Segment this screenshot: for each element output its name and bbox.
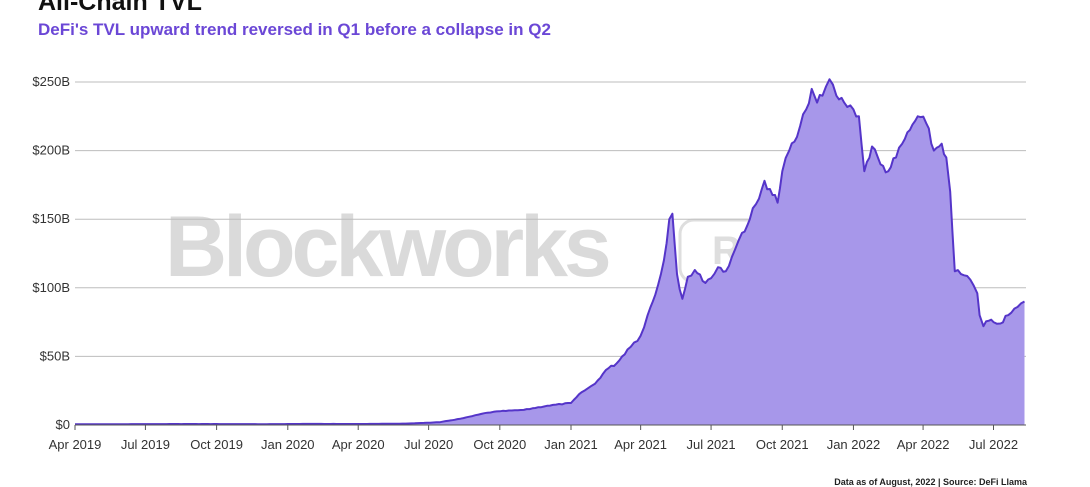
x-tick-label: Apr 2022 bbox=[897, 437, 950, 452]
x-tick-label: Oct 2020 bbox=[473, 437, 526, 452]
chart-subtitle: DeFi's TVL upward trend reversed in Q1 b… bbox=[38, 20, 551, 39]
y-tick-label: $100B bbox=[32, 280, 70, 295]
x-tick-label: Apr 2019 bbox=[49, 437, 102, 452]
chart-title: All-Chain TVL bbox=[38, 0, 202, 16]
y-tick-label: $0 bbox=[56, 417, 70, 432]
y-tick-label: $250B bbox=[32, 74, 70, 89]
x-tick-label: Jan 2022 bbox=[827, 437, 881, 452]
x-tick-label: Jul 2019 bbox=[121, 437, 170, 452]
x-tick-label: Jan 2020 bbox=[261, 437, 315, 452]
x-tick-label: Jan 2021 bbox=[544, 437, 598, 452]
source-footnote: Data as of August, 2022 | Source: DeFi L… bbox=[834, 477, 1027, 487]
x-axis: Apr 2019 Jul 2019 Oct 2019 Jan 2020 Apr 2020… bbox=[49, 424, 1026, 452]
x-tick-label: Jul 2020 bbox=[404, 437, 453, 452]
x-tick-label: Oct 2021 bbox=[756, 437, 809, 452]
x-tick-label: Jul 2021 bbox=[686, 437, 735, 452]
y-tick-label: $150B bbox=[32, 211, 70, 226]
y-axis: $0 $50B $100B $150B $200B $250B bbox=[32, 74, 70, 432]
tvl-area bbox=[75, 79, 1025, 426]
x-tick-label: Oct 2019 bbox=[190, 437, 243, 452]
tvl-line bbox=[75, 78, 1025, 426]
y-tick-label: $50B bbox=[40, 348, 70, 363]
x-tick-label: Apr 2021 bbox=[614, 437, 667, 452]
x-tick-label: Jul 2022 bbox=[969, 437, 1018, 452]
watermark-brand: Blockworks bbox=[165, 199, 609, 295]
y-tick-label: $200B bbox=[32, 143, 70, 158]
x-tick-label: Apr 2020 bbox=[332, 437, 385, 452]
